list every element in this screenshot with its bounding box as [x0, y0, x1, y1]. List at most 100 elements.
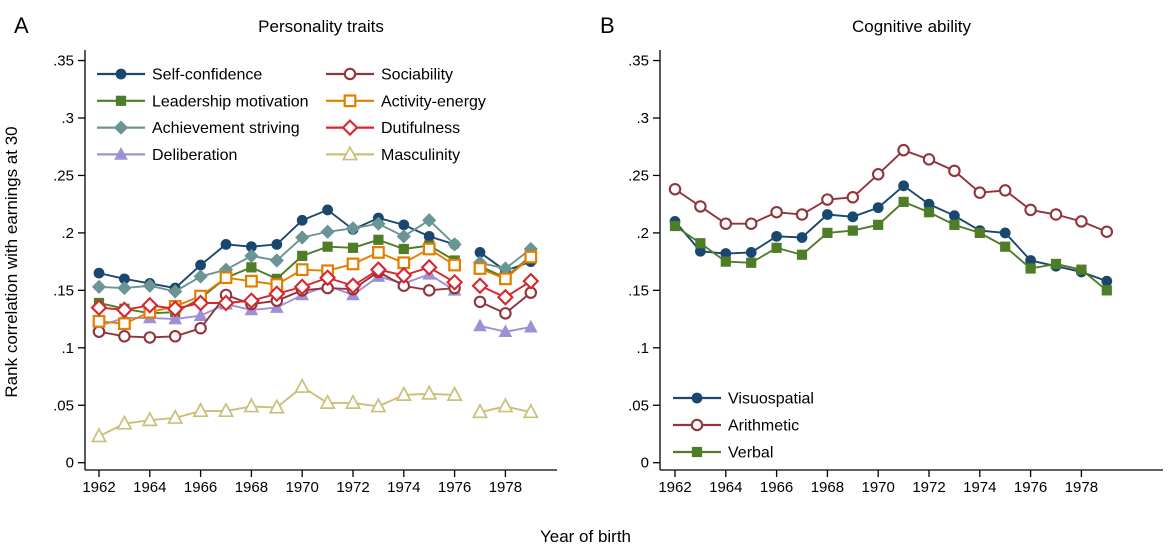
triangle-marker [116, 414, 133, 430]
triangle-marker [522, 403, 539, 419]
diamond-marker [217, 294, 235, 312]
y-tick-label: .25 [628, 167, 649, 184]
circle-marker [847, 211, 859, 223]
circle-marker [846, 191, 860, 204]
circle-marker [770, 205, 783, 219]
diamond-marker [269, 253, 284, 268]
y-tick-label: .3 [61, 110, 74, 127]
diamond-marker [369, 261, 387, 279]
square-marker [347, 242, 359, 253]
square-marker [343, 94, 357, 108]
series-achievement-striving [91, 213, 538, 299]
axes [653, 50, 1163, 477]
panel-a-chart: A Personality traits 0 .05 .1 .15 .2 .25 .3 .35 19… [2, 13, 557, 496]
diamond-marker [420, 258, 438, 276]
diamond-marker [319, 269, 337, 287]
circle-marker [695, 245, 706, 257]
diamond-marker [244, 248, 259, 263]
y-tick-label: .1 [636, 340, 649, 357]
x-tick-label: 1968 [811, 479, 844, 496]
circle-marker [1024, 203, 1037, 217]
circle-marker [423, 230, 435, 242]
triangle-marker [319, 393, 336, 409]
square-marker [949, 219, 960, 230]
legend-label: Leadership motivation [152, 93, 309, 110]
diamond-marker [498, 261, 513, 276]
y-tick-label: .2 [61, 225, 74, 242]
diamond-marker [471, 277, 489, 295]
panel-b-chart: B Cognitive ability 0 .05 .1 .15 .2 .25 .3 .35 196… [600, 13, 1163, 496]
circle-marker [1049, 208, 1063, 221]
legend: Self-confidence Leadership motivation Achi… [97, 67, 486, 164]
square-marker [115, 95, 127, 106]
legend: Visuospatial Arithmetic Verbal [673, 391, 814, 462]
diamond-marker [115, 301, 133, 319]
y-tick-label: 0 [641, 455, 649, 472]
circle-marker [973, 186, 987, 199]
square-marker [346, 257, 360, 271]
y-tick-label: .05 [53, 397, 74, 414]
axes [78, 50, 557, 477]
legend-label: Visuospatial [728, 391, 814, 408]
panel-label: A [14, 13, 29, 38]
x-tick-label: 1962 [82, 479, 115, 496]
y-tick-label: .2 [636, 225, 649, 242]
diamond-marker [168, 284, 183, 299]
diamond-marker [113, 120, 129, 135]
triangle-marker [421, 384, 438, 400]
diamond-marker [320, 224, 335, 239]
x-tick-label: 1968 [235, 479, 268, 496]
circle-marker [796, 232, 808, 243]
triangle-marker [395, 385, 412, 401]
diamond-marker [293, 278, 311, 296]
circle-marker [343, 67, 357, 81]
x-tick-label: 1976 [438, 479, 471, 496]
legend-label: Achievement striving [152, 120, 300, 137]
square-marker [117, 317, 131, 331]
circle-marker [119, 273, 130, 285]
square-marker [1076, 264, 1087, 275]
triangle-marker [141, 411, 158, 427]
circle-marker [322, 204, 333, 216]
diamond-marker [142, 278, 157, 293]
series-arithmetic [668, 143, 1114, 239]
diamond-marker [522, 272, 540, 290]
square-marker [322, 241, 333, 252]
circle-marker [93, 267, 105, 279]
circle-marker [143, 331, 157, 344]
legend-label: Masculinity [381, 147, 460, 164]
circle-marker [473, 295, 487, 309]
x-tick-label: 1978 [489, 479, 522, 496]
triangle-marker [192, 401, 209, 418]
triangle-marker [523, 319, 538, 333]
square-marker [372, 246, 385, 259]
triangle-marker [217, 401, 235, 418]
chart-title: Personality traits [258, 17, 384, 36]
circle-marker [296, 214, 308, 226]
x-tick-label: 1972 [912, 479, 945, 496]
x-tick-label: 1964 [133, 479, 166, 496]
square-marker [373, 234, 384, 245]
x-tick-label: 1970 [862, 479, 895, 496]
circle-marker [795, 208, 809, 221]
circle-marker [1025, 255, 1036, 266]
square-marker [796, 249, 808, 260]
diamond-marker [341, 119, 359, 137]
triangle-marker [243, 397, 260, 413]
square-marker [473, 262, 487, 275]
square-marker [297, 250, 308, 261]
circle-marker [872, 202, 884, 214]
triangle-marker [473, 318, 487, 332]
square-marker [669, 220, 681, 232]
circle-marker [118, 330, 131, 343]
x-tick-label: 1974 [387, 479, 420, 496]
circle-marker [745, 247, 757, 258]
square-marker [771, 242, 782, 253]
square-marker [219, 271, 233, 285]
x-tick-label: 1970 [286, 479, 319, 496]
x-tick-label: 1972 [336, 479, 369, 496]
diamond-marker [192, 294, 210, 312]
diamond-marker [447, 237, 462, 252]
circle-marker [719, 217, 733, 230]
